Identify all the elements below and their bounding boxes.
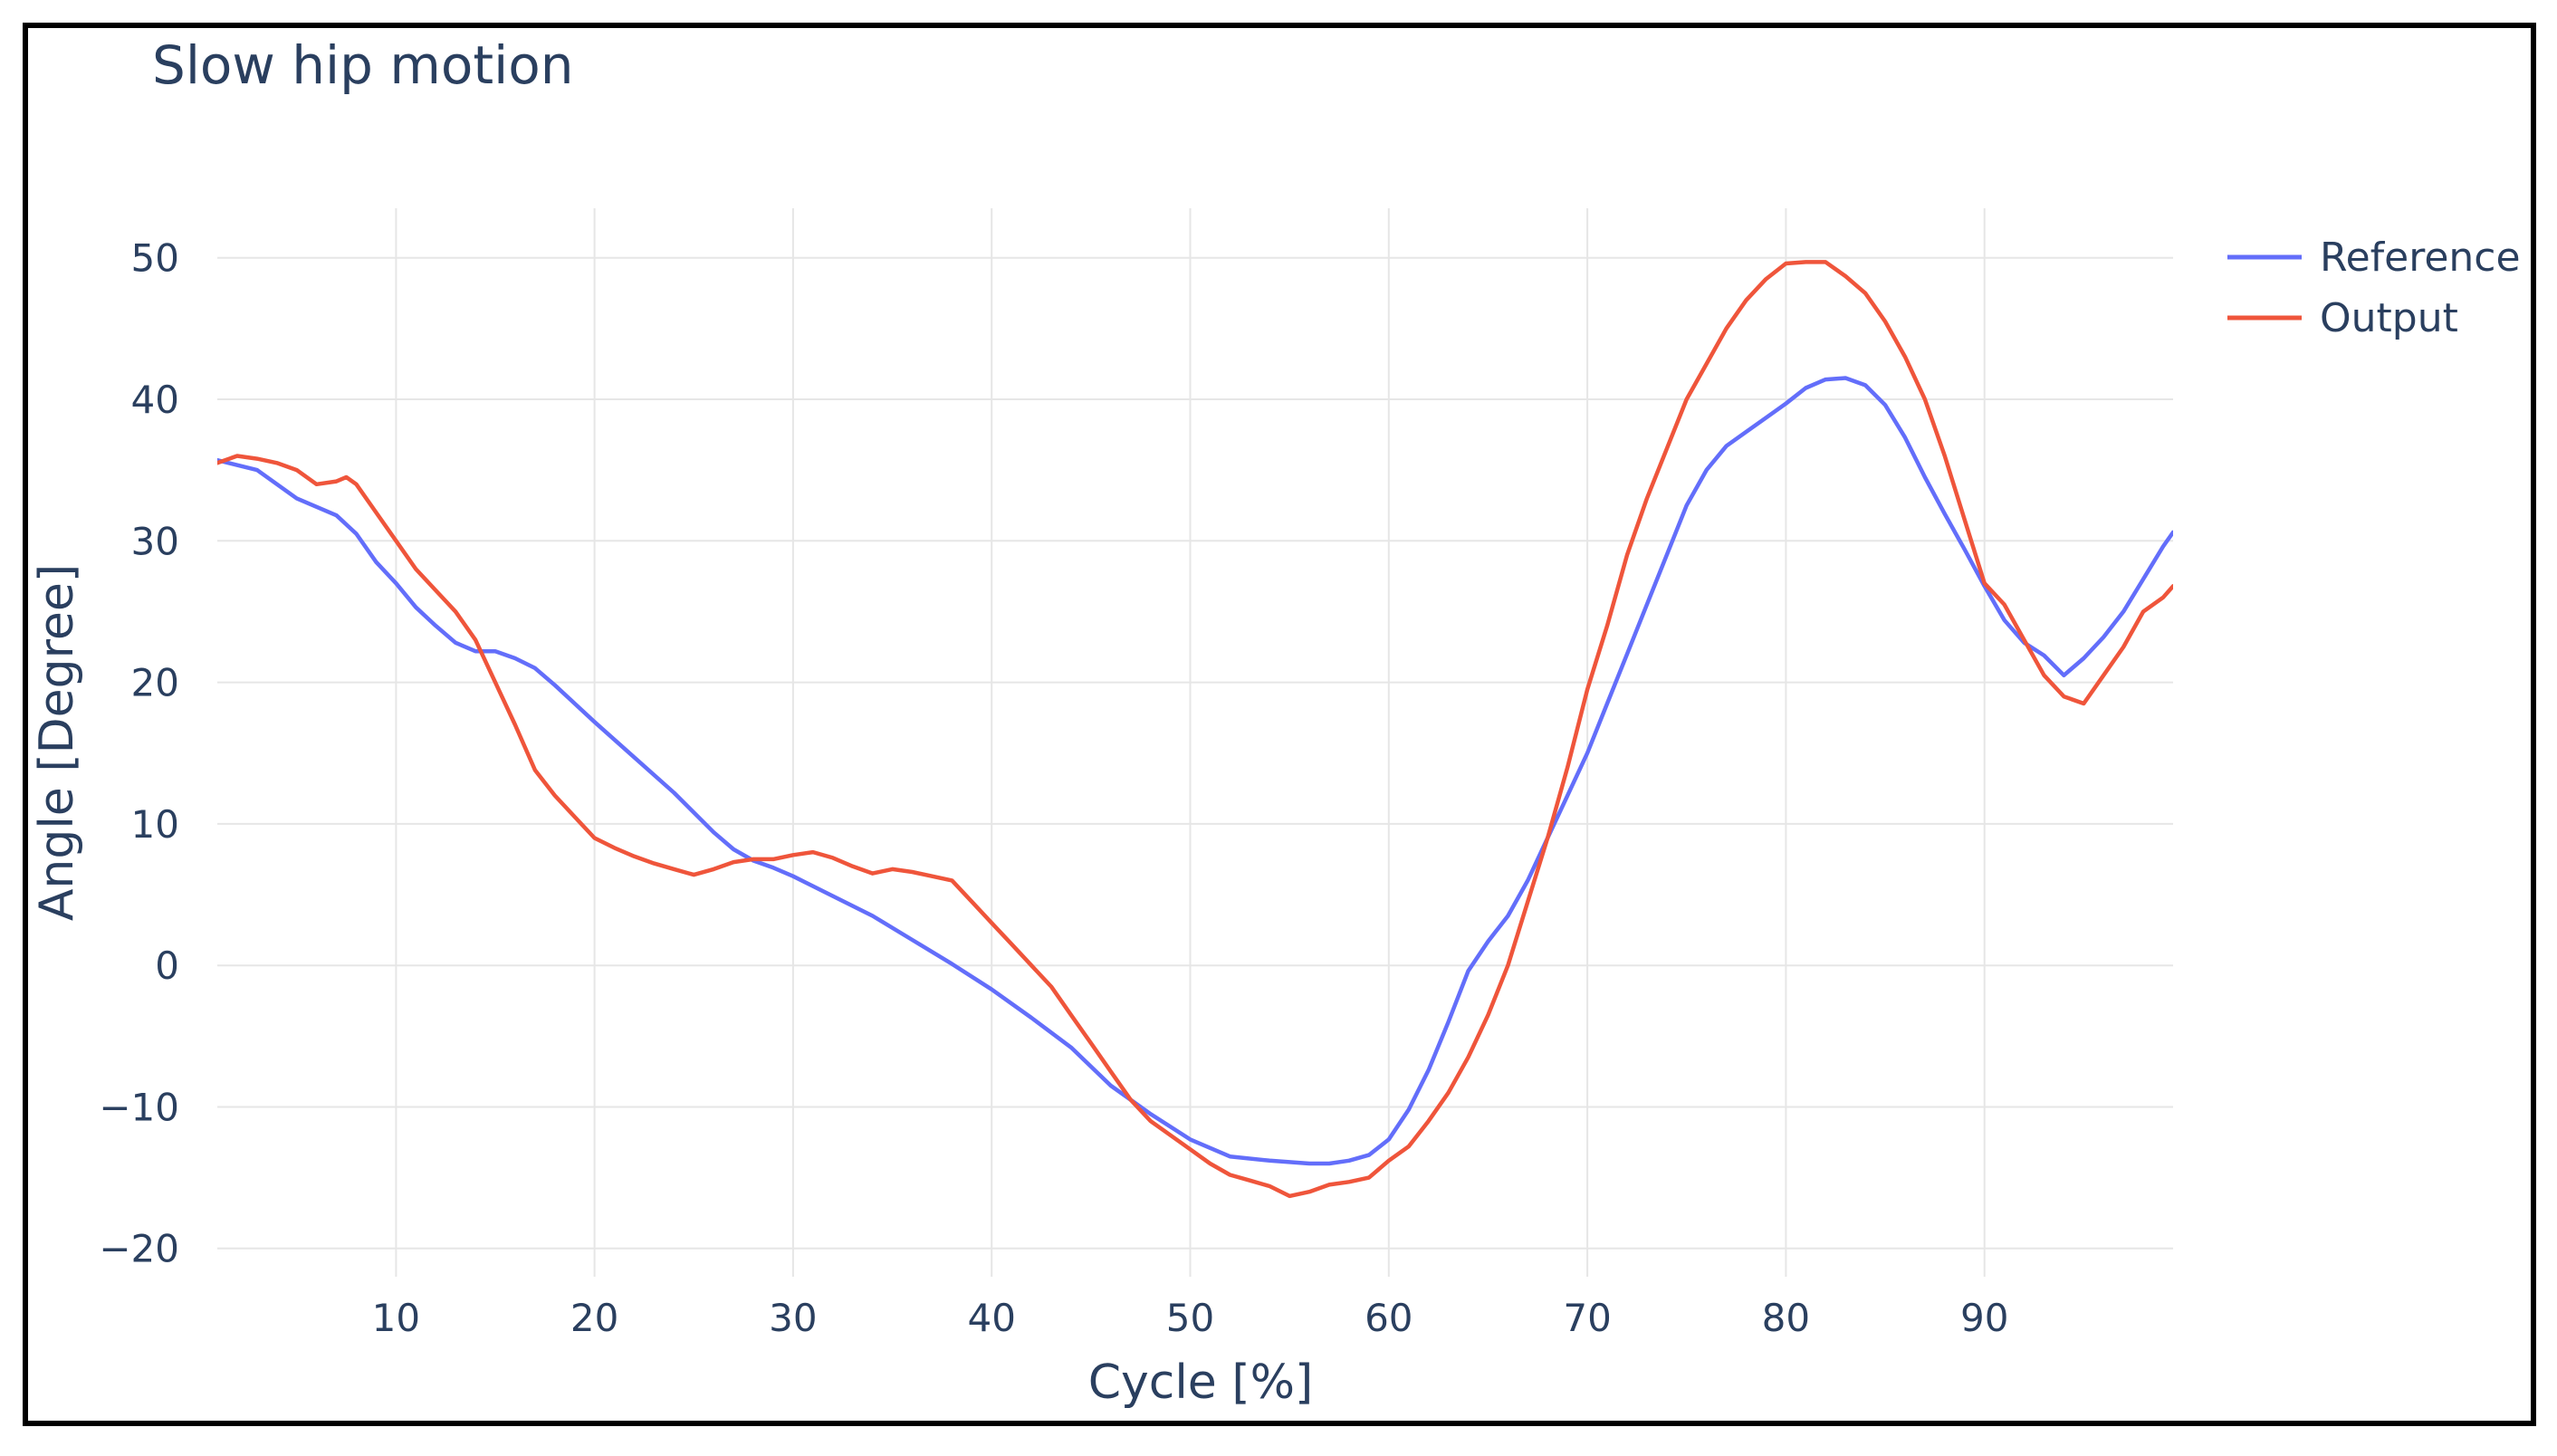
y-tick-label: 40 (131, 378, 179, 422)
grid (217, 208, 2173, 1277)
x-tick-label: 50 (1166, 1296, 1214, 1340)
legend-item-reference[interactable]: Reference (2227, 235, 2521, 281)
y-tick-label: 20 (131, 661, 179, 705)
x-tick-label: 30 (769, 1296, 817, 1340)
y-tick-label: −20 (99, 1227, 179, 1271)
x-axis-title: Cycle [%] (1088, 1355, 1314, 1410)
series-line-reference (217, 376, 2173, 1166)
y-tick-label: 10 (131, 802, 179, 847)
y-axis-title: Angle [Degree] (30, 564, 84, 921)
series-line-output (217, 260, 2173, 1199)
legend[interactable]: Reference Output (2227, 235, 2521, 341)
x-tick-label: 20 (570, 1296, 618, 1340)
x-tick-label: 80 (1762, 1296, 1810, 1340)
x-tick-label: 40 (967, 1296, 1015, 1340)
y-tick-label: 0 (155, 944, 179, 988)
y-tick-label: 50 (131, 236, 179, 281)
y-tick-label: 30 (131, 519, 179, 563)
legend-label: Reference (2320, 235, 2521, 281)
figure-border (23, 23, 2536, 1426)
legend-item-output[interactable]: Output (2227, 295, 2458, 341)
x-tick-label: 90 (1960, 1296, 2008, 1340)
y-tick-label: −10 (99, 1086, 179, 1130)
x-tick-label: 60 (1365, 1296, 1413, 1340)
chart-title: Slow hip motion (152, 34, 574, 96)
tick-labels: 10 20 30 40 50 60 70 80 90 −20 −10 0 10 20 30 40 50 (99, 236, 2008, 1340)
legend-label: Output (2320, 295, 2458, 341)
x-tick-label: 10 (372, 1296, 420, 1340)
x-tick-label: 70 (1563, 1296, 1611, 1340)
series-lines (217, 260, 2173, 1199)
